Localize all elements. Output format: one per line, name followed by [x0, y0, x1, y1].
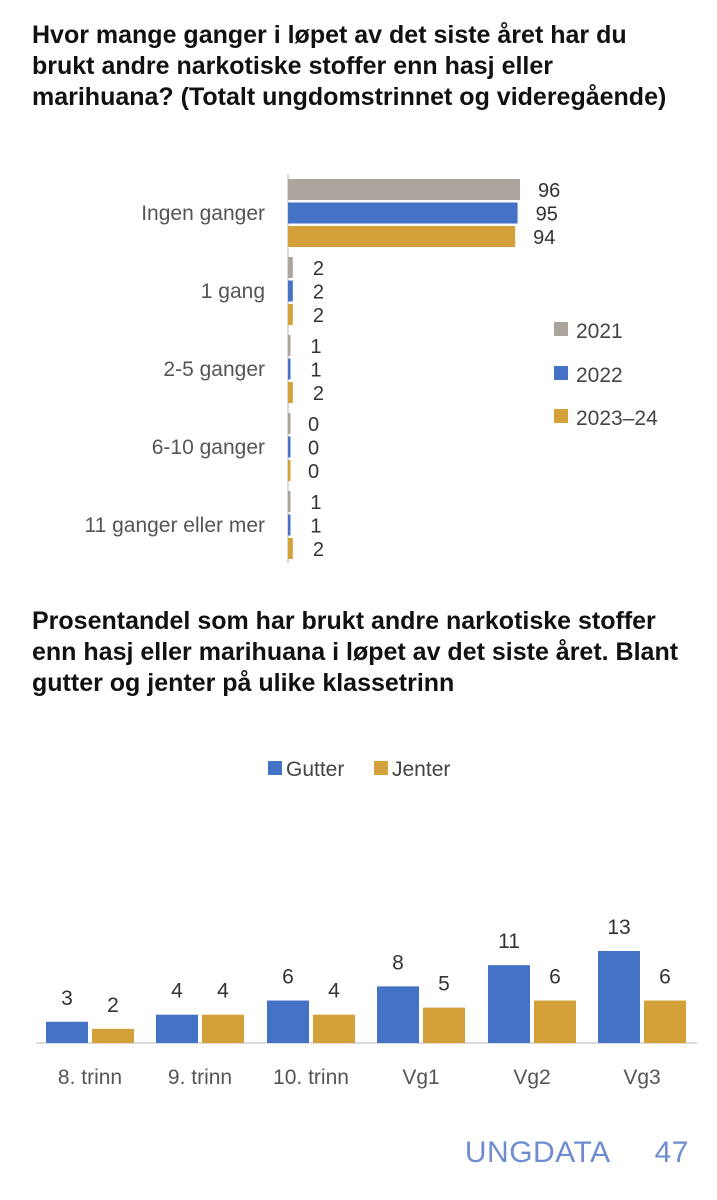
value2-label-2-0: 6 [282, 966, 294, 989]
bar-2-2 [288, 382, 293, 403]
value-label-3-2: 0 [308, 461, 319, 483]
bar2-4-0 [488, 965, 530, 1043]
category-label-3: 6-10 ganger [152, 436, 265, 459]
value-label-1-2: 2 [313, 305, 324, 327]
x-tick-label-1: 9. trinn [168, 1066, 232, 1089]
value-label-4-2: 2 [313, 539, 324, 561]
footer-label: UNGDATA [464, 1136, 611, 1169]
value2-label-1-0: 4 [171, 980, 183, 1003]
value2-label-4-1: 6 [549, 966, 561, 989]
bar-3-1 [288, 436, 291, 458]
bar-2-1 [288, 358, 291, 380]
value2-label-3-0: 8 [392, 951, 404, 974]
bar2-3-0 [377, 986, 419, 1043]
bar-1-1 [288, 280, 293, 302]
value2-label-4-0: 11 [498, 930, 520, 953]
value-label-3-1: 0 [308, 438, 319, 460]
value2-label-0-1: 2 [107, 994, 119, 1017]
chart-2-title: Prosentandel som har brukt andre narkoti… [32, 607, 679, 697]
legend-swatch-1 [554, 366, 568, 380]
bar2-5-1 [644, 1000, 686, 1043]
chart-1-title: Hvor mange ganger i løpet av det siste å… [32, 21, 667, 111]
bar2-0-0 [46, 1021, 88, 1043]
bar2-4-1 [534, 1000, 576, 1043]
bar-4-1 [288, 514, 291, 536]
value2-label-1-1: 4 [217, 980, 229, 1003]
bar-0-2 [288, 226, 516, 247]
value2-label-2-1: 4 [328, 980, 340, 1003]
value-label-0-2: 94 [533, 227, 555, 249]
x-tick-label-3: Vg1 [402, 1066, 439, 1089]
page-footer: UNGDATA 47 [465, 1136, 689, 1170]
bar2-3-1 [423, 1007, 465, 1043]
bar-2-0 [288, 335, 291, 356]
legend2-swatch-0 [268, 761, 282, 775]
category-label-2: 2-5 ganger [163, 358, 265, 381]
value2-label-5-1: 6 [659, 966, 671, 989]
legend-label-2: 2023–24 [576, 407, 658, 430]
bar-0-1 [288, 202, 518, 224]
category-label-0: Ingen ganger [141, 202, 265, 225]
category-label-1: 1 gang [201, 280, 265, 303]
value-label-2-1: 1 [310, 360, 321, 382]
bar2-1-0 [156, 1014, 198, 1043]
legend2-label-1: Jenter [392, 758, 450, 781]
bar-0-0 [288, 179, 520, 200]
bar-4-0 [288, 491, 291, 512]
bar2-0-1 [92, 1028, 134, 1043]
legend2-label-0: Gutter [286, 758, 344, 781]
legend-swatch-2 [554, 409, 568, 423]
x-tick-label-0: 8. trinn [58, 1066, 122, 1089]
value-label-3-0: 0 [308, 414, 319, 436]
value-label-4-1: 1 [310, 516, 321, 538]
bar-1-2 [288, 304, 293, 325]
bar-4-2 [288, 538, 293, 559]
bar-3-0 [288, 413, 291, 434]
x-tick-label-2: 10. trinn [273, 1066, 349, 1089]
page-number: 47 [654, 1136, 689, 1169]
bar-3-2 [288, 460, 291, 481]
value2-label-3-1: 5 [438, 973, 450, 996]
value2-label-5-0: 13 [607, 916, 630, 939]
bar2-1-1 [202, 1014, 244, 1043]
x-tick-label-4: Vg2 [513, 1066, 550, 1089]
bar2-2-1 [313, 1014, 355, 1043]
legend-swatch-0 [554, 322, 568, 336]
bar-1-0 [288, 257, 293, 278]
legend-label-0: 2021 [576, 320, 623, 343]
chart-2-vertical-bar: Gutter Jenter 3 2 8. trinn 4 4 9. trinn 6 4 10. tr… [36, 758, 697, 1089]
value-label-0-0: 96 [538, 180, 560, 202]
value-label-1-1: 2 [313, 282, 324, 304]
bar2-2-0 [267, 1000, 309, 1043]
value2-label-0-0: 3 [61, 987, 73, 1010]
bar2-5-0 [598, 951, 640, 1043]
value-label-1-0: 2 [313, 258, 324, 280]
value-label-4-0: 1 [310, 492, 321, 514]
legend2-swatch-1 [374, 761, 388, 775]
value-label-2-0: 1 [310, 336, 321, 358]
value-label-2-2: 2 [313, 383, 324, 405]
legend-label-1: 2022 [576, 364, 623, 387]
value-label-0-1: 95 [536, 204, 558, 226]
x-tick-label-5: Vg3 [623, 1066, 660, 1089]
category-label-4: 11 ganger eller mer [84, 514, 265, 537]
